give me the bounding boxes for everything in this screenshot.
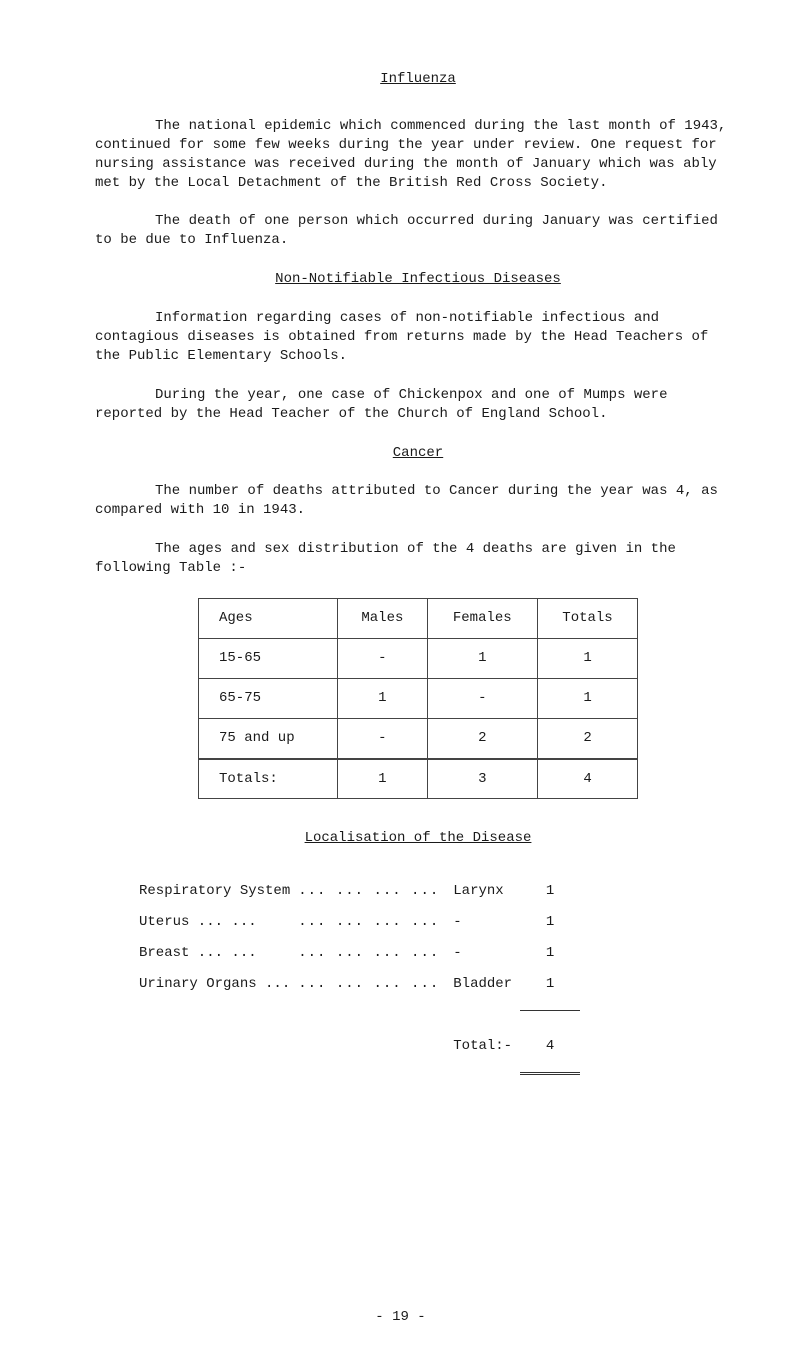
paragraph-1: The national epidemic which commenced du… — [95, 117, 741, 193]
col-ages: Ages — [199, 599, 338, 639]
localisation-title: Localisation of the Disease — [95, 829, 741, 848]
localisation-table: Respiratory System ... ... ... ... Laryn… — [135, 876, 584, 1080]
paragraph-4: During the year, one case of Chickenpox … — [95, 386, 741, 424]
cell-f: 2 — [427, 718, 537, 758]
table-rule-row — [135, 1000, 584, 1021]
loc-name: Bladder — [443, 969, 516, 1000]
section-title: Influenza — [95, 70, 741, 89]
loc-total-label: Total:- — [443, 1021, 516, 1062]
page-number: - 19 - — [0, 1308, 801, 1327]
table-header-row: Ages Males Females Totals — [199, 599, 638, 639]
paragraph-6: The ages and sex distribution of the 4 d… — [95, 540, 741, 578]
cell-m: - — [338, 638, 427, 678]
paragraph-3: Information regarding cases of non-notif… — [95, 309, 741, 366]
double-divider — [520, 1072, 580, 1075]
cell-totals-label: Totals: — [199, 759, 338, 799]
loc-total-val: 4 — [516, 1021, 584, 1062]
table-totals-row: Totals: 1 3 4 — [199, 759, 638, 799]
cell-totals-t: 4 — [538, 759, 638, 799]
table-row: Urinary Organs ... ... ... ... ... Bladd… — [135, 969, 584, 1000]
loc-name: Larynx — [443, 876, 516, 907]
col-males: Males — [338, 599, 427, 639]
paragraph-5: The number of deaths attributed to Cance… — [95, 482, 741, 520]
table-row: 65-75 1 - 1 — [199, 678, 638, 718]
cell-totals-m: 1 — [338, 759, 427, 799]
loc-label: Respiratory System — [135, 876, 294, 907]
cell-f: - — [427, 678, 537, 718]
cell-age: 65-75 — [199, 678, 338, 718]
loc-label: Urinary Organs ... — [135, 969, 294, 1000]
cell-t: 1 — [538, 638, 638, 678]
table-row: Uterus ... ... ... ... ... ... - 1 — [135, 907, 584, 938]
table-row: 15-65 - 1 1 — [199, 638, 638, 678]
cell-age: 15-65 — [199, 638, 338, 678]
col-totals: Totals — [538, 599, 638, 639]
loc-dots: ... ... ... ... — [294, 876, 443, 907]
ages-table: Ages Males Females Totals 15-65 - 1 1 65… — [198, 598, 638, 799]
loc-val: 1 — [516, 938, 584, 969]
cell-totals-f: 3 — [427, 759, 537, 799]
sub-title-cancer: Cancer — [95, 444, 741, 463]
col-females: Females — [427, 599, 537, 639]
sub-title-non-notifiable: Non-Notifiable Infectious Diseases — [95, 270, 741, 289]
loc-val: 1 — [516, 907, 584, 938]
table-row: 75 and up - 2 2 — [199, 718, 638, 758]
divider — [520, 1010, 580, 1011]
loc-name: - — [443, 938, 516, 969]
cell-t: 2 — [538, 718, 638, 758]
loc-val: 1 — [516, 876, 584, 907]
cell-m: - — [338, 718, 427, 758]
table-rule-row — [135, 1062, 584, 1081]
loc-total-row: Total:- 4 — [135, 1021, 584, 1062]
paragraph-2: The death of one person which occurred d… — [95, 212, 741, 250]
loc-val: 1 — [516, 969, 584, 1000]
cell-f: 1 — [427, 638, 537, 678]
cell-m: 1 — [338, 678, 427, 718]
cell-t: 1 — [538, 678, 638, 718]
table-row: Breast ... ... ... ... ... ... - 1 — [135, 938, 584, 969]
loc-dots: ... ... ... ... — [294, 938, 443, 969]
loc-dots: ... ... ... ... — [294, 907, 443, 938]
loc-label: Uterus ... ... — [135, 907, 294, 938]
cell-age: 75 and up — [199, 718, 338, 758]
table-row: Respiratory System ... ... ... ... Laryn… — [135, 876, 584, 907]
loc-dots: ... ... ... ... — [294, 969, 443, 1000]
loc-label: Breast ... ... — [135, 938, 294, 969]
loc-name: - — [443, 907, 516, 938]
